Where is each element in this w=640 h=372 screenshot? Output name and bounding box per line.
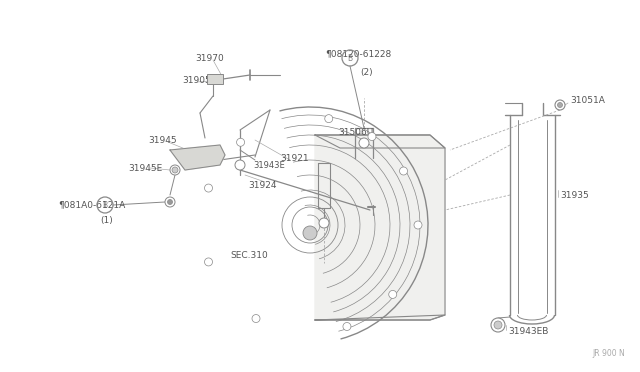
Text: ¶081A0-6121A: ¶081A0-6121A — [58, 201, 125, 209]
Circle shape — [319, 218, 329, 228]
Text: 31943E: 31943E — [253, 160, 285, 170]
Text: 31051A: 31051A — [570, 96, 605, 105]
Circle shape — [557, 103, 563, 108]
Text: SEC.310: SEC.310 — [230, 250, 268, 260]
Circle shape — [324, 115, 333, 123]
Text: 31945E: 31945E — [128, 164, 163, 173]
Circle shape — [359, 138, 369, 148]
Text: ¶08120-61228: ¶08120-61228 — [325, 49, 391, 58]
Text: 31935: 31935 — [560, 190, 589, 199]
Circle shape — [170, 165, 180, 175]
Circle shape — [168, 199, 173, 205]
Text: B: B — [102, 201, 108, 209]
Circle shape — [172, 167, 178, 173]
Text: 31924: 31924 — [248, 180, 276, 189]
Text: 31943EB: 31943EB — [508, 327, 548, 337]
Text: B: B — [348, 54, 353, 62]
Circle shape — [303, 226, 317, 240]
Text: 31905: 31905 — [182, 76, 211, 84]
Text: 31921: 31921 — [280, 154, 308, 163]
Text: (2): (2) — [360, 67, 372, 77]
Circle shape — [235, 160, 245, 170]
Circle shape — [491, 318, 505, 332]
Circle shape — [205, 184, 212, 192]
Circle shape — [494, 321, 502, 329]
Polygon shape — [315, 135, 445, 320]
Text: JR 900 N: JR 900 N — [592, 349, 625, 358]
Circle shape — [343, 323, 351, 330]
Circle shape — [368, 132, 376, 141]
Text: 31945: 31945 — [148, 135, 177, 144]
Circle shape — [555, 100, 565, 110]
Circle shape — [252, 315, 260, 323]
Circle shape — [388, 291, 397, 298]
Circle shape — [414, 221, 422, 229]
Circle shape — [205, 258, 212, 266]
Circle shape — [399, 167, 408, 175]
Circle shape — [165, 197, 175, 207]
Bar — [207, 74, 223, 84]
Text: 31506U: 31506U — [338, 128, 373, 137]
Polygon shape — [170, 145, 225, 170]
Text: (1): (1) — [100, 215, 113, 224]
Circle shape — [237, 138, 244, 146]
Text: 31970: 31970 — [195, 54, 224, 62]
